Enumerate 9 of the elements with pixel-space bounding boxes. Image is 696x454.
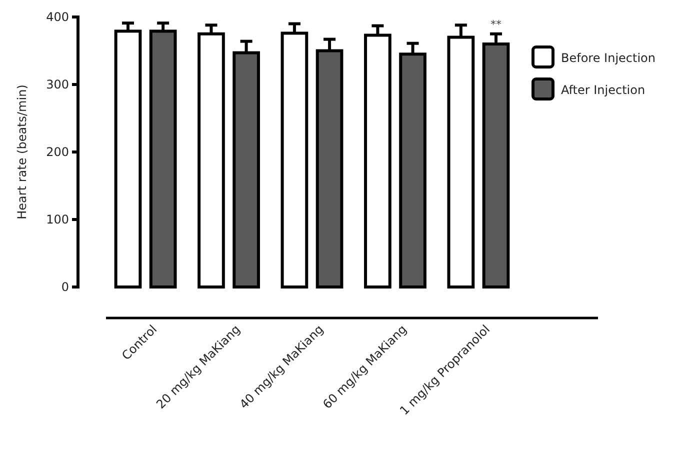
y-tick-label: 0 (61, 280, 69, 294)
y-tick-label: 300 (46, 77, 69, 92)
legend-label: Before Injection (561, 51, 656, 65)
legend-label: After Injection (561, 83, 646, 97)
y-axis-title: Heart rate (beats/min) (15, 84, 29, 220)
y-tick-label: 200 (46, 144, 69, 159)
y-tick-label: 400 (46, 10, 69, 24)
y-tick-label: 100 (46, 212, 69, 226)
annotation: ** (490, 18, 502, 31)
